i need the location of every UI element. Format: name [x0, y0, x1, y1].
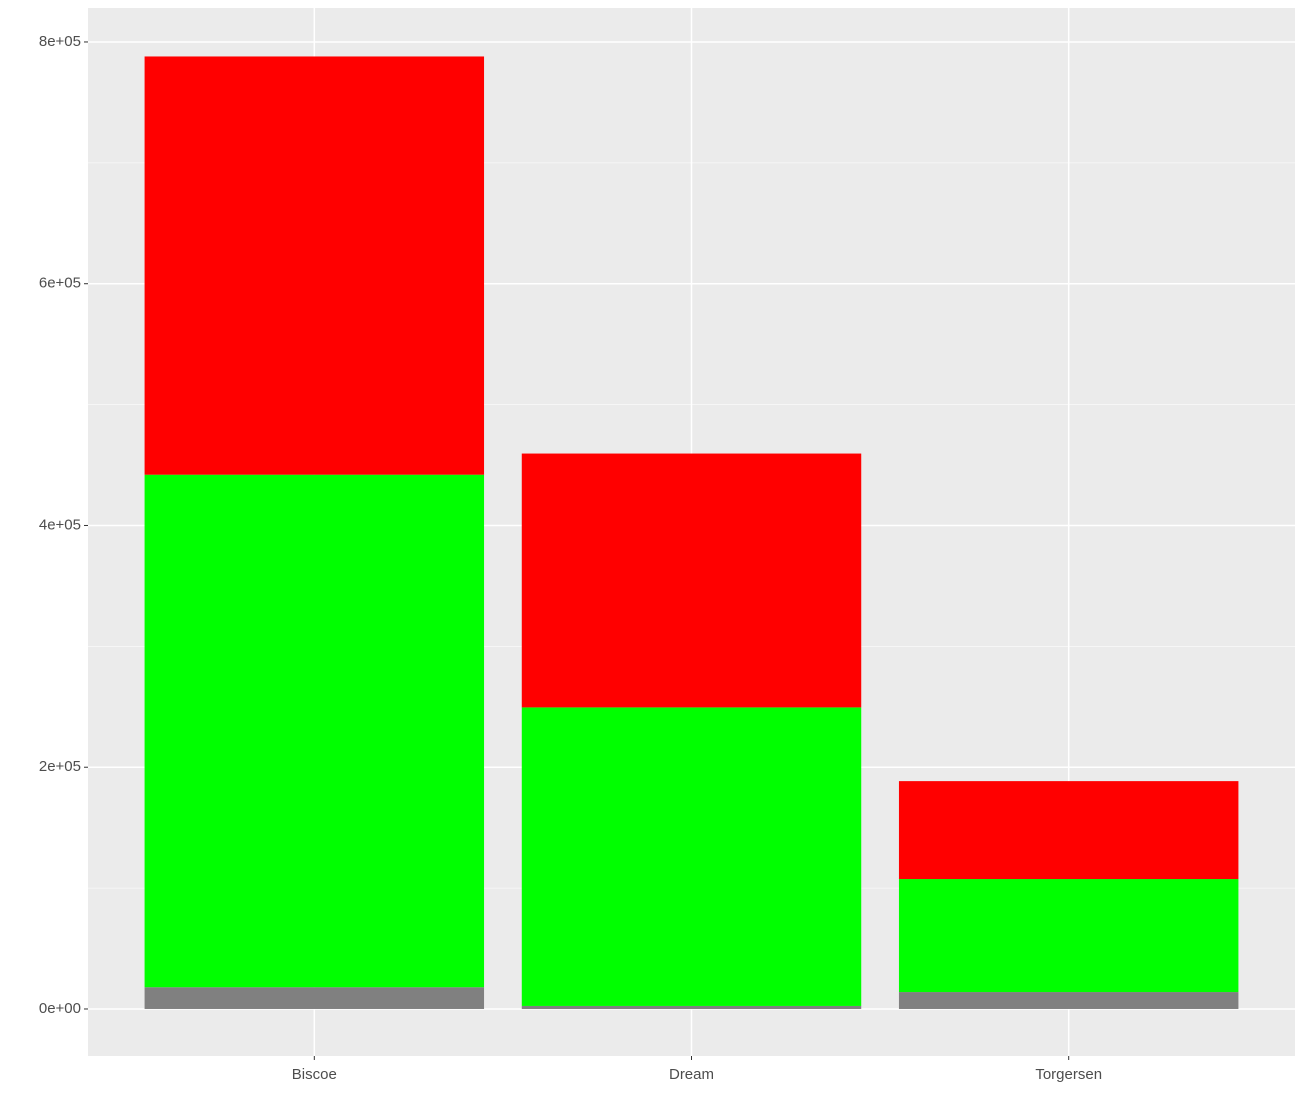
y-tick-label: 2e+05: [39, 758, 81, 775]
x-tick-label: Torgersen: [1035, 1066, 1102, 1083]
y-tick-label: 0e+00: [39, 1000, 81, 1017]
x-tick-label: Dream: [669, 1066, 714, 1083]
bar-segment: [521, 707, 862, 1006]
bar-segment: [898, 992, 1239, 1009]
y-tick-label: 6e+05: [39, 275, 81, 292]
bar-segment: [144, 56, 485, 475]
bar-segment: [144, 987, 485, 1009]
y-tick-label: 8e+05: [39, 33, 81, 50]
bar-segment: [898, 781, 1239, 880]
bar-segment: [144, 474, 485, 988]
bar-segment: [521, 453, 862, 708]
x-tick-label: Biscoe: [292, 1066, 337, 1083]
bar-segment: [898, 879, 1239, 993]
bar-segment: [521, 1005, 862, 1009]
y-tick-label: 4e+05: [39, 516, 81, 533]
